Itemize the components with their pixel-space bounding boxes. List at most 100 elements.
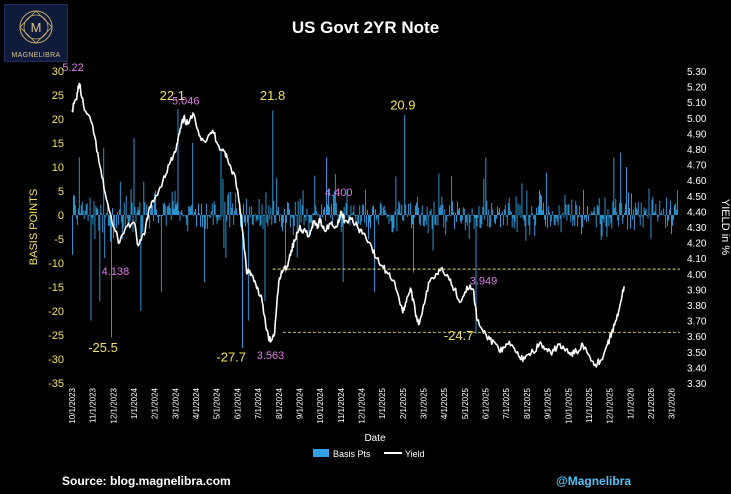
basis-bar bbox=[586, 215, 587, 223]
basis-bar bbox=[82, 210, 84, 215]
basis-bar bbox=[274, 215, 276, 224]
basis-bar bbox=[591, 212, 593, 215]
basis-bar bbox=[286, 215, 287, 223]
basis-bar bbox=[251, 215, 253, 225]
basis-bar bbox=[634, 203, 636, 215]
basis-bar bbox=[542, 210, 543, 215]
annotation-label: 4.400 bbox=[325, 187, 353, 199]
basis-bar bbox=[311, 215, 313, 227]
basis-bar bbox=[135, 215, 137, 222]
basis-bar bbox=[423, 215, 425, 227]
basis-bar bbox=[562, 212, 564, 215]
basis-bar bbox=[670, 201, 671, 215]
basis-bar bbox=[464, 215, 466, 231]
basis-bar bbox=[512, 215, 514, 219]
basis-bar bbox=[73, 195, 75, 215]
basis-bar bbox=[640, 202, 642, 215]
annotation-label: 4.138 bbox=[102, 266, 130, 278]
basis-bar bbox=[298, 215, 300, 227]
basis-bar bbox=[530, 215, 532, 217]
basis-bar bbox=[364, 215, 366, 223]
basis-bar bbox=[601, 215, 603, 237]
basis-bar bbox=[443, 215, 445, 228]
yield-line bbox=[71, 82, 625, 368]
basis-bar bbox=[519, 204, 521, 215]
basis-bar bbox=[439, 207, 441, 215]
basis-bar bbox=[173, 208, 175, 215]
basis-bar bbox=[217, 215, 219, 221]
basis-bar bbox=[246, 215, 248, 224]
basis-bar bbox=[335, 202, 337, 215]
basis-bar bbox=[195, 209, 197, 215]
basis-bar bbox=[477, 215, 479, 218]
basis-bar bbox=[229, 215, 231, 228]
basis-bar bbox=[243, 215, 245, 223]
basis-bar bbox=[325, 215, 326, 221]
left-tick-label: -10 bbox=[48, 258, 64, 270]
basis-bar bbox=[242, 215, 243, 348]
basis-bar bbox=[268, 205, 270, 215]
basis-bar bbox=[420, 212, 422, 215]
basis-bar bbox=[158, 215, 160, 217]
basis-bar bbox=[294, 201, 296, 215]
basis-bar bbox=[150, 209, 152, 215]
basis-bar bbox=[465, 215, 467, 223]
basis-bar bbox=[80, 205, 82, 215]
basis-bar bbox=[546, 215, 548, 229]
basis-bar bbox=[537, 213, 539, 215]
basis-bar bbox=[597, 206, 599, 215]
left-tick-label: -25 bbox=[48, 330, 64, 342]
basis-bar bbox=[318, 213, 320, 215]
basis-bar bbox=[389, 214, 391, 216]
basis-bar bbox=[338, 215, 340, 217]
basis-bar bbox=[434, 215, 436, 225]
basis-bar bbox=[428, 215, 430, 217]
basis-bar bbox=[538, 205, 540, 215]
basis-bar bbox=[304, 215, 306, 218]
basis-bar bbox=[446, 215, 448, 222]
basis-bar bbox=[106, 213, 108, 215]
basis-bar bbox=[429, 210, 431, 215]
basis-bar bbox=[387, 215, 389, 217]
basis-bar bbox=[349, 215, 351, 226]
basis-bar bbox=[629, 207, 630, 215]
basis-bar bbox=[581, 215, 583, 235]
basis-bar bbox=[366, 215, 368, 227]
basis-bar bbox=[605, 215, 607, 227]
basis-bar bbox=[184, 214, 186, 216]
basis-bar bbox=[654, 211, 656, 215]
basis-bar bbox=[188, 206, 190, 215]
basis-bar bbox=[378, 213, 380, 215]
basis-bar bbox=[369, 215, 370, 223]
basis-bar bbox=[165, 215, 167, 226]
basis-bar bbox=[259, 215, 261, 227]
basis-bar bbox=[139, 202, 141, 215]
basis-bar bbox=[643, 207, 645, 215]
basis-bar bbox=[354, 215, 356, 216]
basis-bar bbox=[301, 205, 303, 215]
left-tick-label: 20 bbox=[52, 114, 64, 126]
left-tick-label: -15 bbox=[48, 282, 64, 294]
basis-bar bbox=[548, 211, 550, 215]
x-tick-label: 5/1/2025 bbox=[461, 387, 470, 419]
basis-bar bbox=[574, 215, 576, 226]
basis-bar bbox=[244, 215, 246, 227]
right-tick-label: 4.70 bbox=[687, 161, 707, 172]
basis-bar bbox=[467, 213, 469, 215]
basis-bar bbox=[252, 215, 254, 226]
basis-bar bbox=[353, 205, 355, 215]
basis-bar bbox=[186, 215, 188, 226]
annotation-label: 20.9 bbox=[390, 97, 415, 112]
handle-text: @Magnelibra bbox=[556, 474, 632, 488]
basis-bar bbox=[214, 204, 216, 215]
x-tick-label: 12/1/2023 bbox=[109, 387, 118, 423]
basis-bar bbox=[553, 215, 555, 225]
basis-bar bbox=[227, 195, 229, 215]
x-tick-label: 3/1/2025 bbox=[420, 387, 429, 419]
basis-bar bbox=[146, 204, 148, 215]
basis-bar bbox=[260, 215, 262, 225]
basis-bar bbox=[468, 215, 470, 239]
x-tick-label: 11/1/2023 bbox=[89, 387, 98, 423]
